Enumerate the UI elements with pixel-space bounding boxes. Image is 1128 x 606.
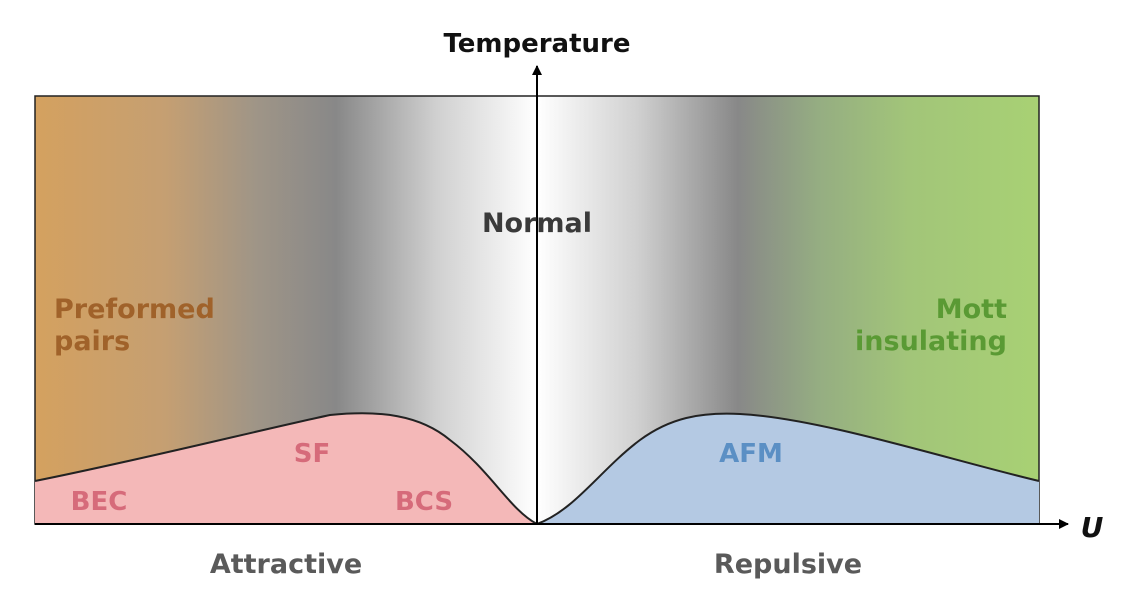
bec-label: BEC xyxy=(71,487,128,517)
attractive-label: Attractive xyxy=(210,549,362,580)
mott-insulating-label-line2: insulating xyxy=(855,326,1007,357)
sf-boundary xyxy=(34,412,538,525)
bcs-label: BCS xyxy=(395,487,453,517)
afm-region xyxy=(537,413,1039,524)
mott-insulating-label-line1: Mott xyxy=(936,294,1007,325)
x-axis-label: U xyxy=(1081,511,1104,544)
afm-boundary xyxy=(536,412,1040,525)
sf-region xyxy=(35,413,537,524)
preformed-pairs-label-line2: pairs xyxy=(54,326,130,357)
sf-label: SF xyxy=(294,439,331,469)
preformed-pairs-label-line1: Preformed xyxy=(54,294,215,325)
normal-label: Normal xyxy=(482,208,592,239)
afm-label: AFM xyxy=(719,439,783,469)
y-axis-label: Temperature xyxy=(443,29,630,59)
repulsive-label: Repulsive xyxy=(714,549,862,580)
